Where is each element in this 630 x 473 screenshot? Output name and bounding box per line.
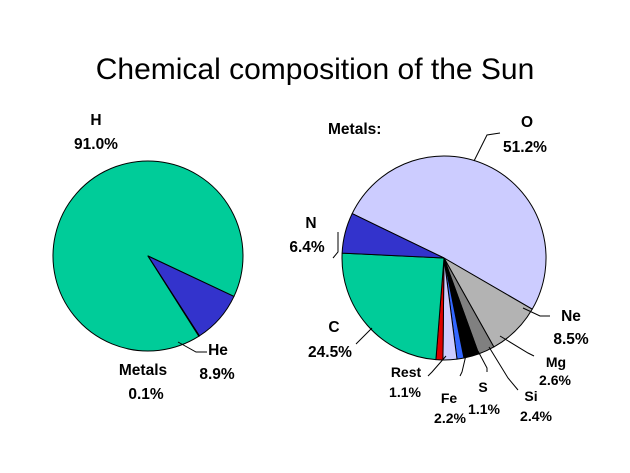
c-leader-line <box>355 327 373 345</box>
slice-value-h: 91.0% <box>74 136 118 153</box>
slice-label-si: Si <box>524 388 537 404</box>
slice-label-rest: Rest <box>391 364 422 380</box>
o-leader-line <box>473 132 501 162</box>
pie-slice-metals <box>147 255 200 337</box>
metals-composition-pie <box>341 155 547 361</box>
slice-value-c: 24.5% <box>308 344 352 361</box>
he-leader-line <box>177 341 207 353</box>
slice-value-rest: 1.1% <box>389 384 421 400</box>
pie-slice-o <box>351 155 547 310</box>
s-leader-line <box>477 350 488 372</box>
chart-title: Chemical composition of the Sun <box>96 53 535 86</box>
si-leader-line <box>488 346 519 391</box>
fe-leader-line <box>459 354 467 377</box>
slice-label-mg: Mg <box>546 354 566 370</box>
slice-label-n: N <box>305 215 316 232</box>
pie-slice-n <box>341 213 445 259</box>
slice-value-ne: 8.5% <box>553 331 589 348</box>
leader-lines <box>177 132 550 391</box>
slice-label-fe: Fe <box>441 390 458 406</box>
slice-value-si: 2.4% <box>520 408 552 424</box>
ne-leader-line <box>522 307 550 317</box>
slice-value-he: 8.9% <box>199 366 235 383</box>
n-leader-line <box>332 232 339 259</box>
slice-label-o: O <box>521 114 533 131</box>
slice-label-metals: Metals <box>119 362 167 379</box>
slice-value-s: 1.1% <box>468 401 500 417</box>
slice-label-h: H <box>90 112 101 129</box>
slice-labels: H 91.0% He 8.9% Metals 0.1% O 51.2% Ne 8… <box>74 112 589 426</box>
metals-pie-title: Metals: <box>328 121 381 138</box>
total-composition-pie <box>52 160 244 352</box>
rest-leader-line <box>427 355 447 377</box>
slice-label-he: He <box>208 342 228 359</box>
slice-value-mg: 2.6% <box>539 372 571 388</box>
slice-label-s: S <box>478 379 487 395</box>
slice-value-o: 51.2% <box>503 139 547 156</box>
slice-label-c: C <box>328 319 339 336</box>
slice-label-ne: Ne <box>561 308 581 325</box>
pie-slice-c <box>341 252 445 361</box>
mg-leader-line <box>499 335 535 357</box>
slice-value-metals: 0.1% <box>128 386 164 403</box>
slice-value-fe: 2.2% <box>434 410 466 426</box>
slice-value-n: 6.4% <box>289 239 325 256</box>
